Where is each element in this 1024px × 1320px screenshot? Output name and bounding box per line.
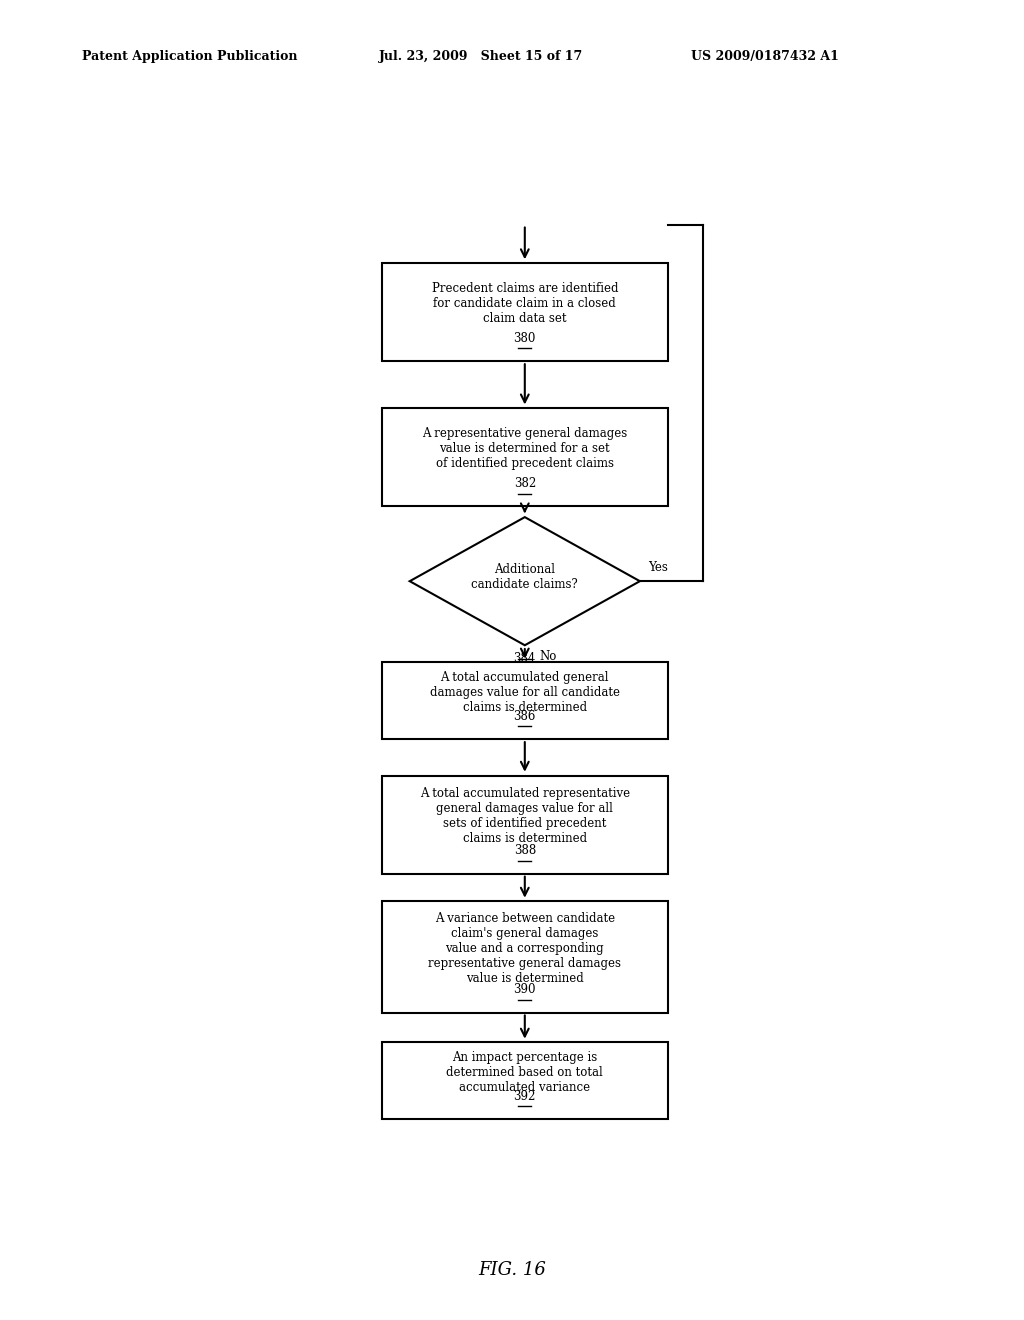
Bar [382,776,668,874]
Text: Precedent claims are identified
for candidate claim in a closed
claim data set: Precedent claims are identified for cand… [431,282,618,325]
Text: 390: 390 [514,983,536,997]
Text: A variance between candidate
claim's general damages
value and a corresponding
r: A variance between candidate claim's gen… [428,912,622,985]
Text: Yes: Yes [648,561,668,574]
Text: US 2009/0187432 A1: US 2009/0187432 A1 [691,50,839,63]
Bar [382,263,668,362]
Bar [382,1043,668,1119]
Polygon shape [410,517,640,645]
Bar [382,902,668,1012]
Text: 384: 384 [514,652,536,665]
Text: Jul. 23, 2009   Sheet 15 of 17: Jul. 23, 2009 Sheet 15 of 17 [379,50,583,63]
Text: Patent Application Publication: Patent Application Publication [82,50,297,63]
Text: 386: 386 [514,710,536,723]
Bar [382,663,668,739]
Text: 382: 382 [514,478,536,490]
Bar [382,408,668,507]
Text: A representative general damages
value is determined for a set
of identified pre: A representative general damages value i… [422,428,628,470]
Text: 380: 380 [514,333,536,345]
Text: FIG. 16: FIG. 16 [478,1261,546,1279]
Text: 388: 388 [514,845,536,858]
Text: An impact percentage is
determined based on total
accumulated variance: An impact percentage is determined based… [446,1051,603,1094]
Text: A total accumulated representative
general damages value for all
sets of identif: A total accumulated representative gener… [420,787,630,845]
Text: Additional
candidate claims?: Additional candidate claims? [471,562,579,591]
Text: 392: 392 [514,1090,536,1104]
Text: No: No [539,649,556,663]
Text: A total accumulated general
damages value for all candidate
claims is determined: A total accumulated general damages valu… [430,671,620,714]
